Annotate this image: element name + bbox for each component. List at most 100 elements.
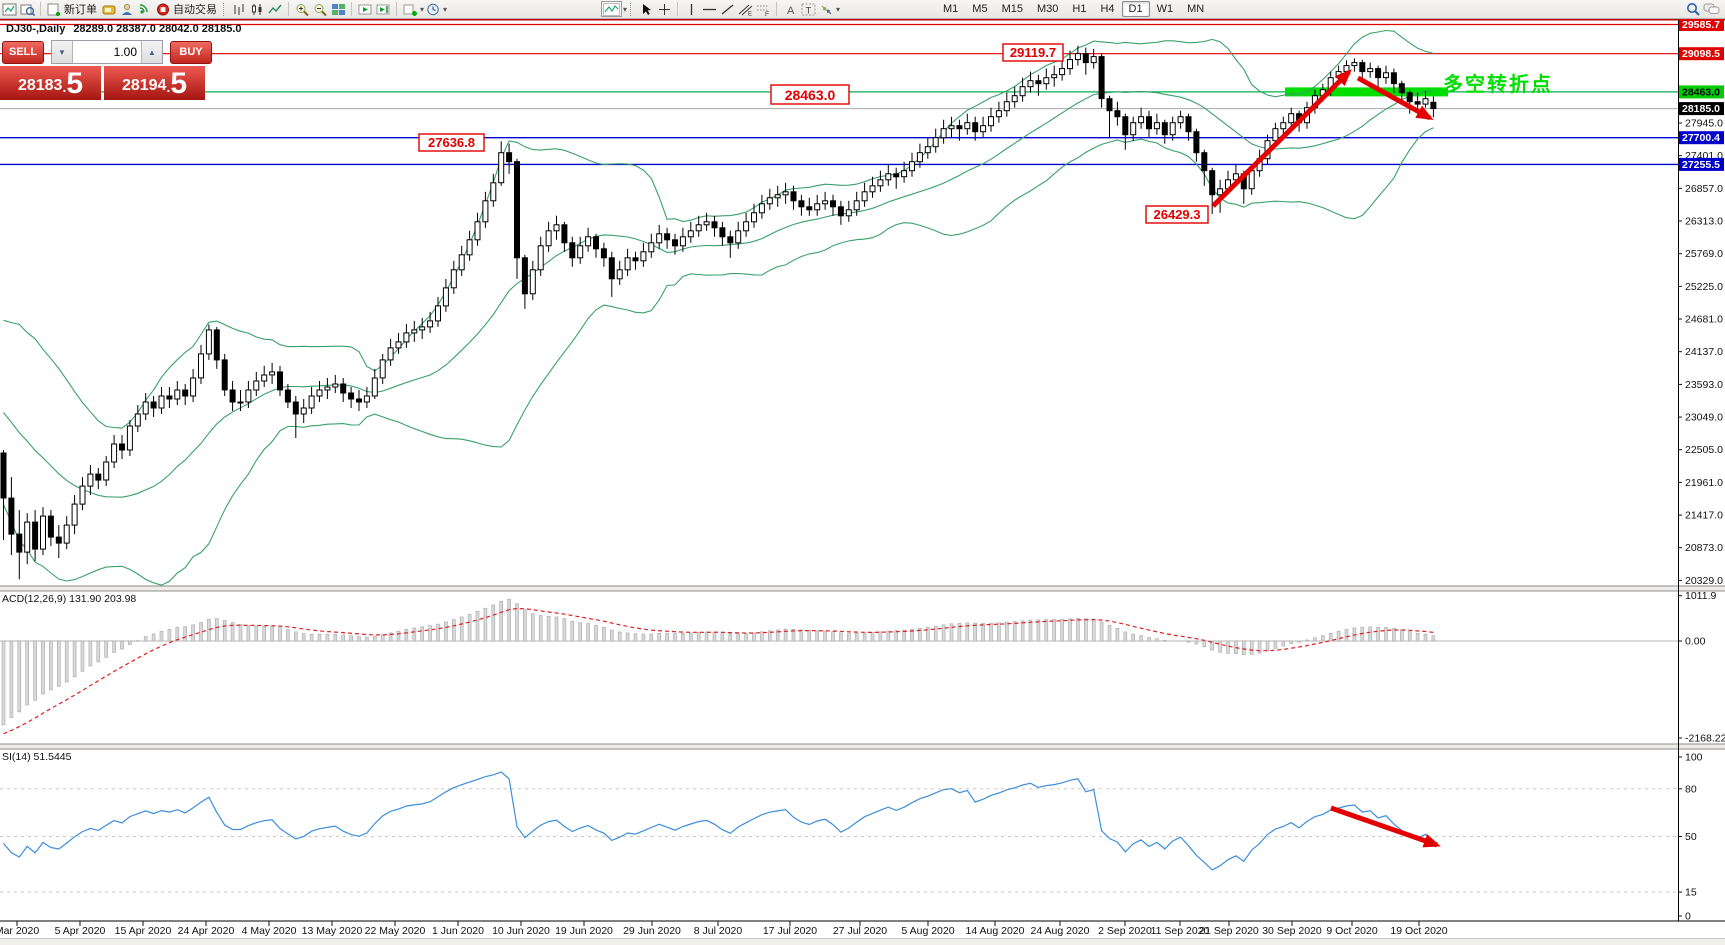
crosshair-icon[interactable] bbox=[655, 1, 673, 17]
svg-text:Mar 2020: Mar 2020 bbox=[0, 925, 39, 937]
timeframe-button-m5[interactable]: M5 bbox=[972, 3, 988, 15]
macd-signal-line bbox=[3, 607, 1434, 735]
svg-text:1011.9: 1011.9 bbox=[1685, 590, 1716, 602]
add-indicator-icon[interactable] bbox=[401, 1, 419, 17]
timeframe-button-h1[interactable]: H1 bbox=[1072, 3, 1087, 15]
svg-text:27636.8: 27636.8 bbox=[428, 135, 475, 150]
annotation-label-29119.7: 29119.7 bbox=[1002, 43, 1064, 62]
price-badge-29585.7: 29585.7 bbox=[1679, 18, 1724, 31]
text-tool-icon[interactable]: A bbox=[781, 1, 799, 17]
svg-text:9 Oct 2020: 9 Oct 2020 bbox=[1326, 925, 1378, 937]
buy-button[interactable]: BUY bbox=[170, 40, 212, 64]
vertical-line-tool-icon[interactable] bbox=[682, 1, 700, 17]
zoom-in-icon[interactable] bbox=[293, 1, 311, 17]
candle-chart-type-icon[interactable] bbox=[248, 1, 266, 17]
svg-text:22505.0: 22505.0 bbox=[1685, 444, 1723, 456]
line-chart-type-icon[interactable] bbox=[266, 1, 284, 17]
template-zigzag-icon[interactable] bbox=[601, 1, 622, 17]
arrows-tool-caret[interactable]: ▾ bbox=[836, 4, 841, 14]
period-clock-icon[interactable] bbox=[424, 1, 442, 17]
zoom-out-icon[interactable] bbox=[311, 1, 329, 17]
bollinger-lower-band bbox=[2, 127, 1434, 586]
annotation-label-28463.0: 28463.0 bbox=[770, 84, 850, 105]
turning-point-annotation[interactable]: 多空转折点 bbox=[1443, 74, 1553, 96]
svg-text:26313.0: 26313.0 bbox=[1685, 216, 1723, 228]
period-caret[interactable]: ▾ bbox=[443, 4, 448, 14]
template-caret[interactable]: ▾ bbox=[623, 4, 628, 14]
svg-text:28185.0: 28185.0 bbox=[1682, 103, 1720, 115]
sell-button[interactable]: SELL bbox=[2, 40, 44, 64]
svg-text:27700.4: 27700.4 bbox=[1682, 132, 1720, 144]
sell-price-display[interactable]: 28183. 5 bbox=[0, 66, 101, 100]
turning-point-highlight-bar bbox=[1285, 87, 1448, 97]
timeframe-button-m15[interactable]: M15 bbox=[1001, 3, 1023, 15]
svg-text:24681.0: 24681.0 bbox=[1685, 314, 1723, 326]
svg-text:T: T bbox=[805, 5, 811, 16]
svg-text:-2168.22: -2168.22 bbox=[1685, 733, 1725, 745]
timeframe-button-m1[interactable]: M1 bbox=[943, 3, 959, 15]
volume-stepper: ▼ 1.00 ▲ bbox=[51, 40, 163, 64]
main-toolbar: 新订单 自动交易 ▾ ▾ ▾ bbox=[0, 0, 1725, 19]
svg-text:25225.0: 25225.0 bbox=[1685, 281, 1723, 293]
svg-text:25769.0: 25769.0 bbox=[1685, 248, 1723, 260]
svg-text:22 May 2020: 22 May 2020 bbox=[365, 925, 426, 937]
chart-window-icon[interactable] bbox=[0, 1, 18, 17]
client-icon[interactable] bbox=[118, 1, 136, 17]
svg-text:28463.0: 28463.0 bbox=[1682, 86, 1720, 98]
svg-text:11 Sep 2020: 11 Sep 2020 bbox=[1151, 925, 1210, 937]
svg-text:14 Aug 2020: 14 Aug 2020 bbox=[966, 925, 1025, 937]
buy-price-display[interactable]: 28194. 5 bbox=[104, 66, 205, 100]
timeframe-button-mn[interactable]: MN bbox=[1187, 3, 1205, 15]
chart-preview-icon[interactable] bbox=[18, 1, 36, 17]
channel-tool-icon[interactable]: E bbox=[736, 1, 754, 17]
chat-icon[interactable] bbox=[1702, 1, 1722, 17]
timeframe-button-h4[interactable]: H4 bbox=[1100, 3, 1115, 15]
text-label-tool-icon[interactable]: T bbox=[799, 1, 817, 17]
trend-arrow bbox=[1330, 805, 1441, 848]
volume-decrease-button[interactable]: ▼ bbox=[52, 41, 73, 63]
price-badge-27255.5: 27255.5 bbox=[1679, 157, 1724, 171]
toolbar-right-group bbox=[1684, 0, 1722, 18]
timeframe-button-d1[interactable]: D1 bbox=[1121, 1, 1150, 17]
autotrade-label[interactable]: 自动交易 bbox=[173, 4, 217, 16]
horizontal-line-tool-icon[interactable] bbox=[700, 1, 718, 17]
timeframe-group: M1 M5 M15 M30 H1 H4 D1 W1 MN bbox=[936, 0, 1211, 18]
tile-windows-icon[interactable] bbox=[329, 1, 347, 17]
timeframe-button-m30[interactable]: M30 bbox=[1036, 3, 1059, 15]
arrows-tool-icon[interactable] bbox=[817, 1, 835, 17]
svg-text:2 Sep 2020: 2 Sep 2020 bbox=[1098, 925, 1152, 937]
trendline-tool-icon[interactable] bbox=[718, 1, 736, 17]
timeframe-button-w1[interactable]: W1 bbox=[1156, 3, 1174, 15]
svg-text:27 Jul 2020: 27 Jul 2020 bbox=[833, 925, 887, 937]
svg-text:1 Jun 2020: 1 Jun 2020 bbox=[432, 925, 484, 937]
svg-text:26857.0: 26857.0 bbox=[1685, 183, 1723, 195]
add-indicator-caret[interactable]: ▾ bbox=[420, 4, 425, 14]
search-icon[interactable] bbox=[1684, 1, 1702, 17]
trend-arrow bbox=[1211, 69, 1352, 208]
svg-text:10 Jun 2020: 10 Jun 2020 bbox=[492, 925, 550, 937]
autotrade-icon[interactable] bbox=[154, 1, 172, 17]
fibonacci-tool-icon[interactable]: F bbox=[754, 1, 772, 17]
svg-text:8 Jul 2020: 8 Jul 2020 bbox=[694, 925, 743, 937]
svg-text:28463.0: 28463.0 bbox=[785, 87, 836, 103]
svg-text:15 Apr 2020: 15 Apr 2020 bbox=[115, 925, 172, 937]
auto-scroll-icon[interactable] bbox=[356, 1, 374, 17]
volume-input[interactable]: 1.00 bbox=[113, 45, 137, 59]
signal-icon[interactable] bbox=[136, 1, 154, 17]
bar-chart-type-icon[interactable] bbox=[230, 1, 248, 17]
new-order-icon[interactable] bbox=[45, 1, 63, 17]
volume-increase-button[interactable]: ▲ bbox=[141, 41, 162, 63]
chart-shift-icon[interactable] bbox=[374, 1, 392, 17]
svg-text:50: 50 bbox=[1685, 831, 1697, 843]
mailbox-icon[interactable] bbox=[100, 1, 118, 17]
svg-text:29119.7: 29119.7 bbox=[1010, 45, 1056, 60]
svg-text:29098.5: 29098.5 bbox=[1682, 48, 1720, 60]
svg-text:80: 80 bbox=[1685, 783, 1697, 795]
svg-text:19 Jun 2020: 19 Jun 2020 bbox=[555, 925, 613, 937]
svg-text:100: 100 bbox=[1685, 752, 1703, 764]
new-order-label[interactable]: 新订单 bbox=[64, 4, 97, 16]
svg-text:24 Aug 2020: 24 Aug 2020 bbox=[1031, 925, 1090, 937]
cursor-icon[interactable] bbox=[637, 1, 655, 17]
